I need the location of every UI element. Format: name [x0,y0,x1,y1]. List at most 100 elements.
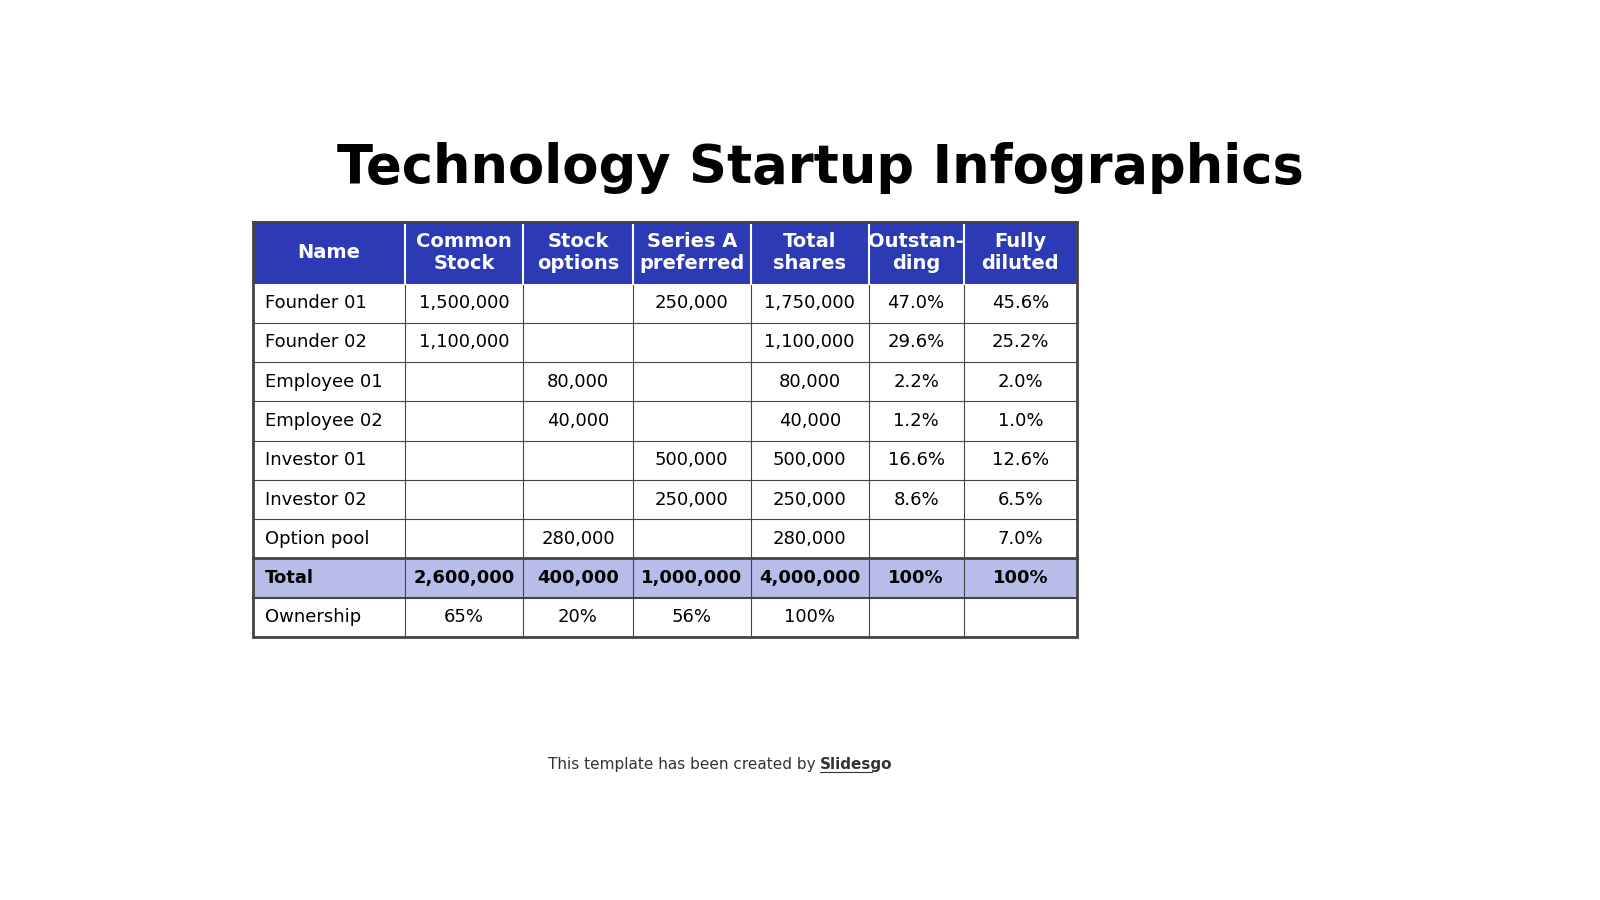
Text: Name: Name [298,243,360,262]
Bar [405,284,523,323]
Text: Common
Stock: Common Stock [416,232,512,274]
Bar [869,323,963,362]
Text: Founder 02: Founder 02 [266,334,366,352]
Bar [869,284,963,323]
Text: 1,100,000: 1,100,000 [765,334,854,352]
Bar [750,284,869,323]
Text: 6.5%: 6.5% [997,491,1043,508]
Text: 2.0%: 2.0% [997,373,1043,391]
Bar [750,480,869,519]
Text: Investor 01: Investor 01 [266,451,366,469]
Bar [523,323,634,362]
Text: 100%: 100% [992,569,1048,587]
Bar [253,480,405,519]
Text: 8.6%: 8.6% [893,491,939,508]
Bar [869,480,963,519]
Bar [963,222,1077,284]
Bar [750,362,869,401]
Bar [869,519,963,558]
Text: 80,000: 80,000 [547,373,610,391]
Bar [963,558,1077,598]
Bar [750,558,869,598]
Text: Slidesgo: Slidesgo [819,757,893,771]
Bar [523,558,634,598]
Text: 47.0%: 47.0% [888,294,944,312]
Bar [750,222,869,284]
Bar [963,401,1077,441]
Text: Outstan-
ding: Outstan- ding [869,232,963,274]
Bar [963,362,1077,401]
Text: 1,750,000: 1,750,000 [765,294,854,312]
Bar [405,598,523,637]
Text: 1.2%: 1.2% [893,412,939,430]
Bar [869,401,963,441]
Bar [523,519,634,558]
Bar [869,222,963,284]
Bar [523,441,634,480]
Text: Stock
options: Stock options [538,232,619,274]
Text: 500,000: 500,000 [654,451,728,469]
Bar [634,480,750,519]
Text: 250,000: 250,000 [773,491,846,508]
Bar [634,441,750,480]
Text: 45.6%: 45.6% [992,294,1050,312]
Text: 25.2%: 25.2% [992,334,1050,352]
Text: 1,000,000: 1,000,000 [642,569,742,587]
Bar [253,222,405,284]
Bar [405,222,523,284]
Bar [750,598,869,637]
Text: Fully
diluted: Fully diluted [981,232,1059,274]
Bar [963,519,1077,558]
Text: 40,000: 40,000 [779,412,842,430]
Text: Employee 02: Employee 02 [266,412,382,430]
Bar [253,441,405,480]
Bar [963,598,1077,637]
Bar [405,519,523,558]
Text: 16.6%: 16.6% [888,451,944,469]
Text: 400,000: 400,000 [538,569,619,587]
Bar [253,284,405,323]
Bar [405,441,523,480]
Text: Total: Total [266,569,314,587]
Text: 2,600,000: 2,600,000 [413,569,515,587]
Bar [869,441,963,480]
Bar [253,362,405,401]
Bar [253,401,405,441]
Text: 2.2%: 2.2% [893,373,939,391]
Bar [253,598,405,637]
Bar [523,480,634,519]
Text: Option pool: Option pool [266,530,370,548]
Bar [634,401,750,441]
Text: 65%: 65% [445,608,485,626]
Text: 40,000: 40,000 [547,412,610,430]
Text: 280,000: 280,000 [773,530,846,548]
Bar [963,284,1077,323]
Bar [523,401,634,441]
Bar [963,323,1077,362]
Text: 500,000: 500,000 [773,451,846,469]
Bar [963,441,1077,480]
Bar [869,362,963,401]
Bar [634,323,750,362]
Text: Technology Startup Infographics: Technology Startup Infographics [336,142,1304,194]
Bar [634,284,750,323]
Text: 250,000: 250,000 [654,294,728,312]
Text: 29.6%: 29.6% [888,334,944,352]
Text: Series A
preferred: Series A preferred [638,232,744,274]
Text: 100%: 100% [784,608,835,626]
Bar [634,362,750,401]
Bar [405,362,523,401]
Bar [869,558,963,598]
Bar [523,598,634,637]
Bar [523,284,634,323]
Bar [634,222,750,284]
Bar [253,323,405,362]
Bar [634,598,750,637]
Text: Total
shares: Total shares [773,232,846,274]
Text: Ownership: Ownership [266,608,362,626]
Text: 1.0%: 1.0% [998,412,1043,430]
Text: 1,100,000: 1,100,000 [419,334,509,352]
Text: 56%: 56% [672,608,712,626]
Bar [963,480,1077,519]
Text: Investor 02: Investor 02 [266,491,366,508]
